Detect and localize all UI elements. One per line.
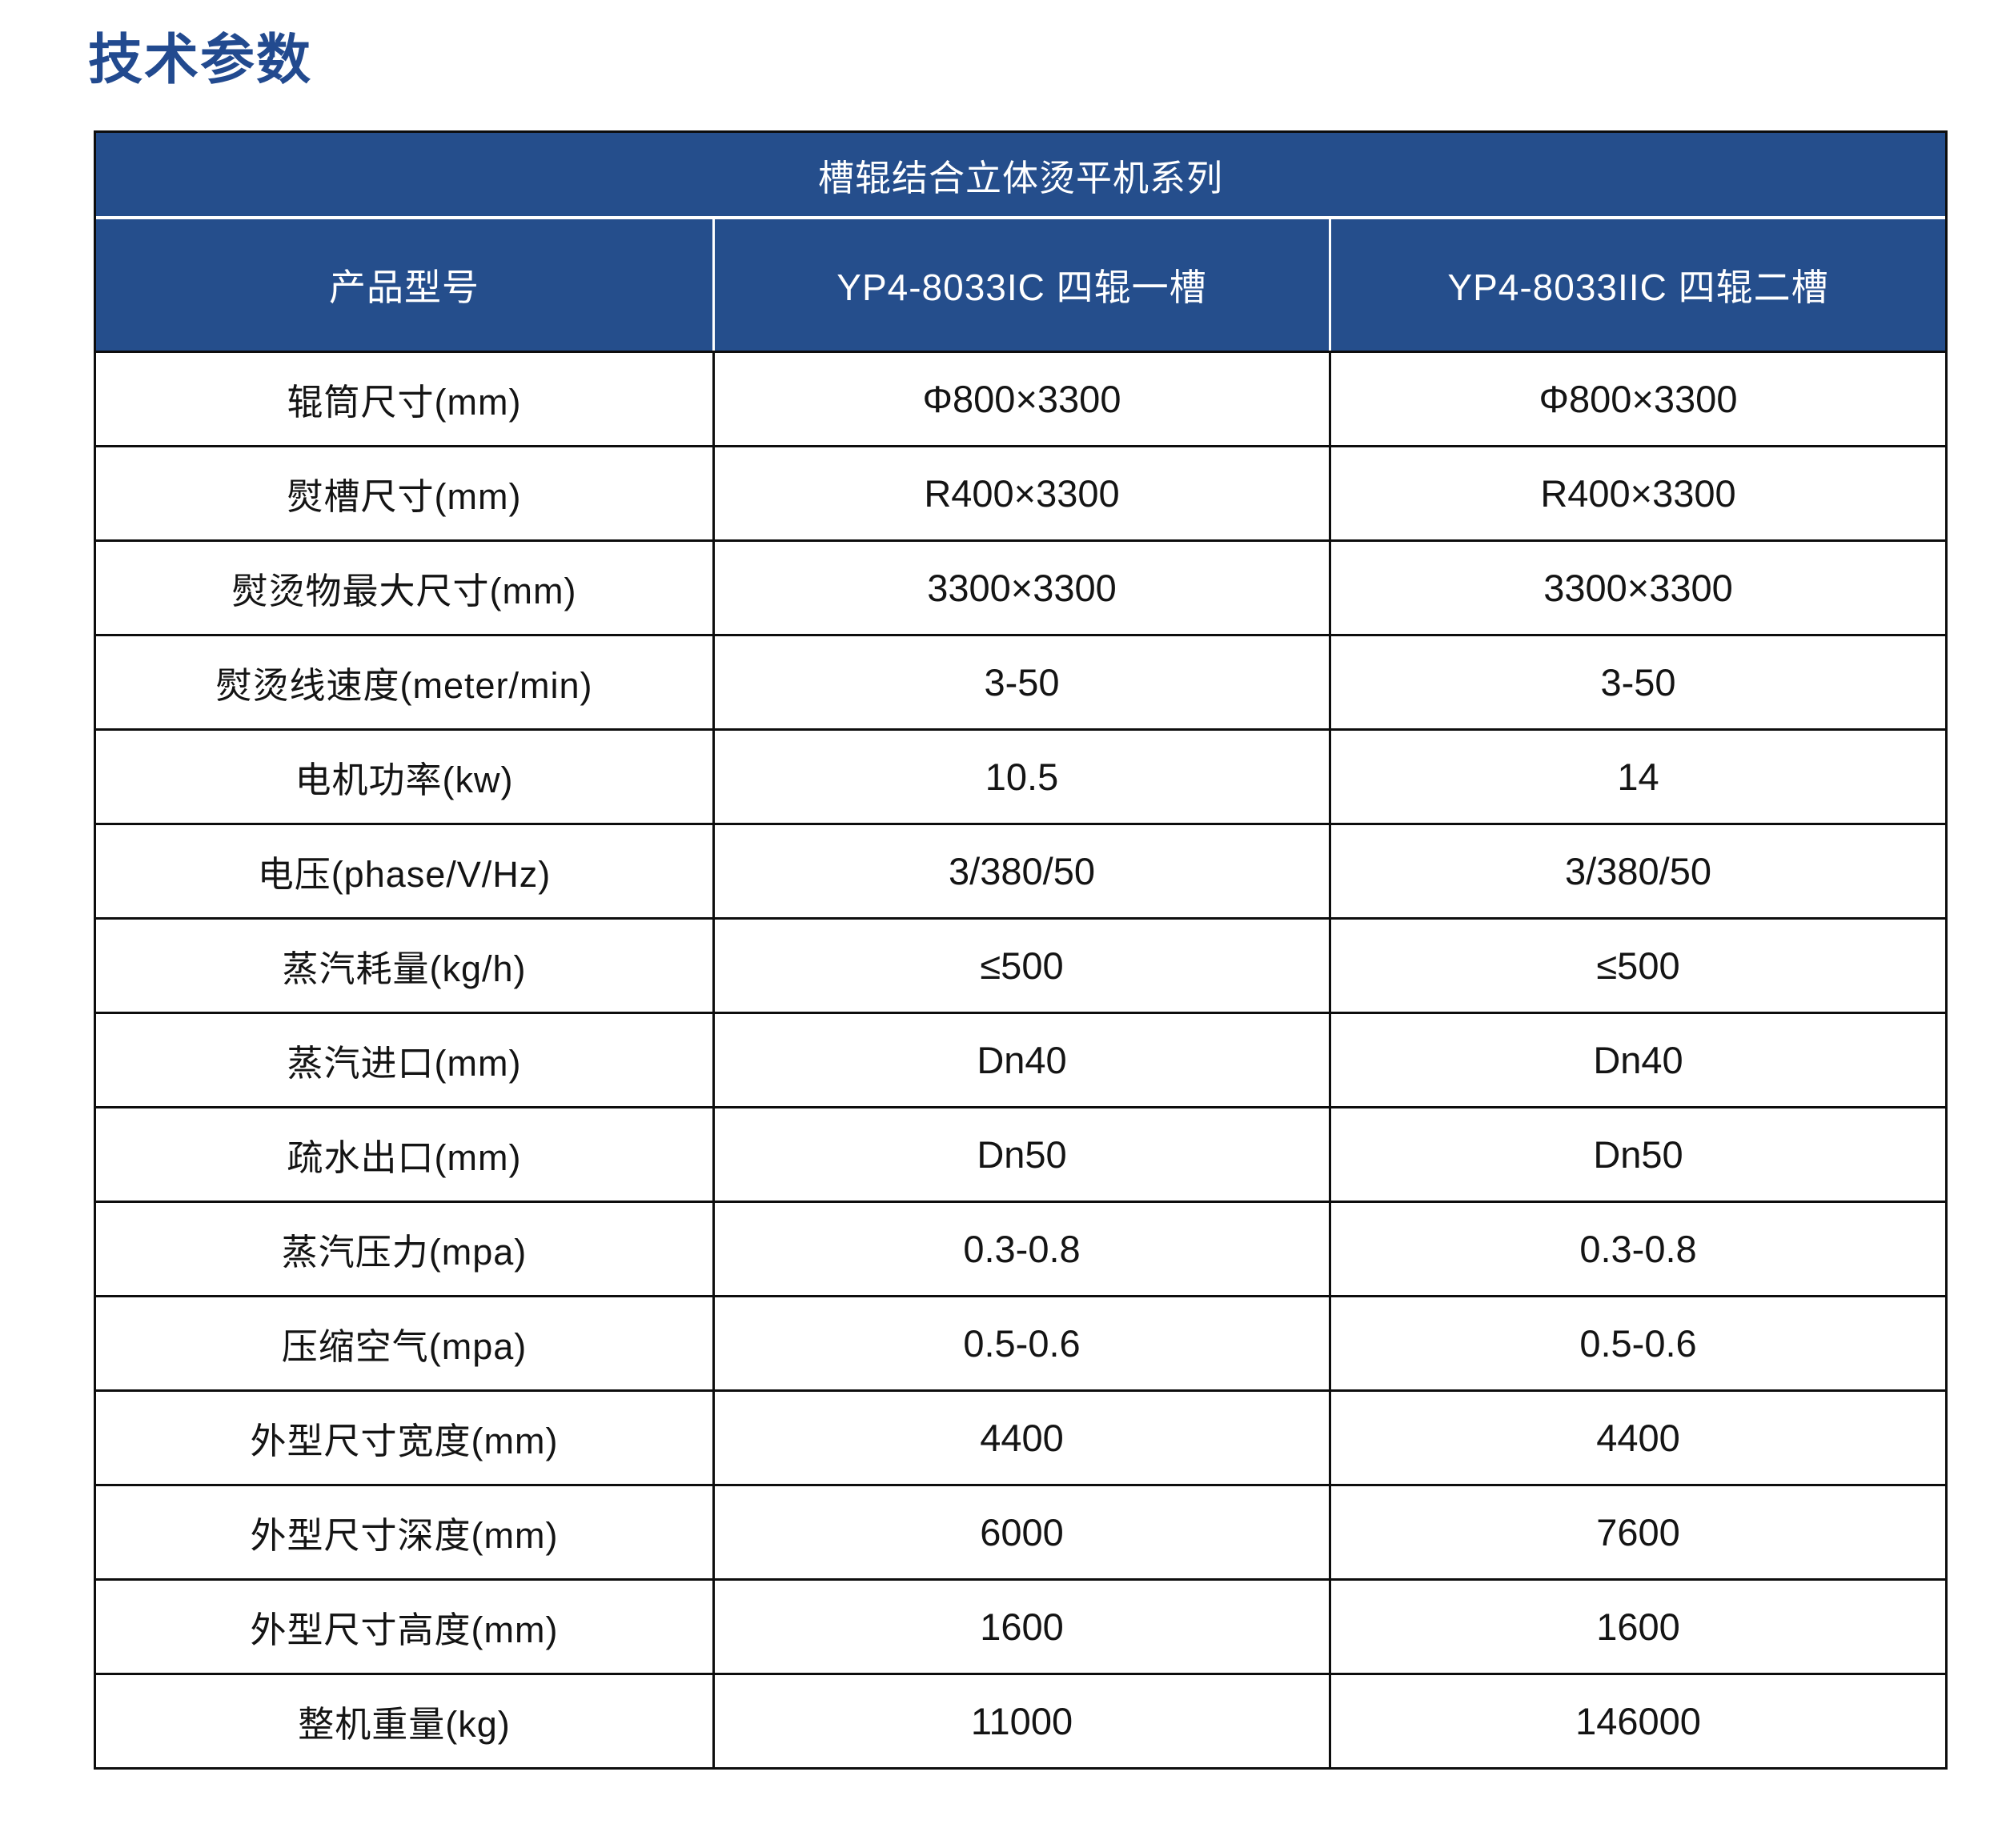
spec-value-model-1: Dn50	[712, 1108, 1329, 1201]
spec-value-model-2: 0.5-0.6	[1329, 1297, 1945, 1389]
table-row: 疏水出口(mm) Dn50 Dn50	[96, 1106, 1945, 1201]
spec-value-model-2: Dn40	[1329, 1014, 1945, 1106]
spec-label: 外型尺寸深度(mm)	[250, 1515, 559, 1556]
table-row: 蒸汽压力(mpa) 0.3-0.8 0.3-0.8	[96, 1201, 1945, 1295]
spec-value-model-2: ≤500	[1329, 920, 1945, 1012]
table-column-header-row: 产品型号 YP4-8033IC 四辊一槽 YP4-8033IIC 四辊二槽	[96, 219, 1945, 351]
spec-value-model-2: Φ800×3300	[1329, 353, 1945, 445]
spec-value-model-1: 0.5-0.6	[712, 1297, 1329, 1389]
spec-value-model-1: 0.3-0.8	[712, 1203, 1329, 1295]
spec-value-model-1: 11000	[712, 1675, 1329, 1767]
spec-label: 整机重量(kg)	[298, 1704, 511, 1745]
spec-value-model-1: 3300×3300	[712, 542, 1329, 634]
spec-label: 电机功率(kw)	[295, 760, 514, 800]
column-header-model-2: YP4-8033IIC 四辊二槽	[1329, 219, 1945, 351]
spec-value-model-1: 1600	[712, 1581, 1329, 1673]
spec-label: 熨烫物最大尺寸(mm)	[231, 571, 577, 611]
table-row: 外型尺寸宽度(mm) 4400 4400	[96, 1389, 1945, 1484]
column-header-product-model: 产品型号	[329, 267, 479, 308]
spec-label: 外型尺寸宽度(mm)	[250, 1421, 559, 1461]
spec-label: 疏水出口(mm)	[287, 1137, 522, 1178]
spec-value-model-1: 6000	[712, 1486, 1329, 1578]
table-row: 熨烫线速度(meter/min) 3-50 3-50	[96, 634, 1945, 728]
table-row: 整机重量(kg) 11000 146000	[96, 1673, 1945, 1767]
table-row: 蒸汽进口(mm) Dn40 Dn40	[96, 1012, 1945, 1106]
spec-table: 槽辊结合立体烫平机系列 产品型号 YP4-8033IC 四辊一槽 YP4-803…	[94, 130, 1948, 1770]
spec-label: 辊筒尺寸(mm)	[287, 382, 522, 423]
spec-value-model-1: 4400	[712, 1392, 1329, 1484]
spec-label: 蒸汽压力(mpa)	[281, 1232, 528, 1273]
spec-value-model-2: 7600	[1329, 1486, 1945, 1578]
spec-value-model-1: Φ800×3300	[712, 353, 1329, 445]
table-row: 外型尺寸深度(mm) 6000 7600	[96, 1484, 1945, 1578]
spec-label: 蒸汽耗量(kg/h)	[282, 948, 527, 989]
table-row: 电压(phase/V/Hz) 3/380/50 3/380/50	[96, 823, 1945, 917]
spec-value-model-1: R400×3300	[712, 447, 1329, 539]
spec-value-model-2: 0.3-0.8	[1329, 1203, 1945, 1295]
spec-value-model-2: 3300×3300	[1329, 542, 1945, 634]
spec-value-model-2: R400×3300	[1329, 447, 1945, 539]
spec-value-model-2: 146000	[1329, 1675, 1945, 1767]
spec-value-model-2: 3/380/50	[1329, 825, 1945, 917]
column-header-model-1: YP4-8033IC 四辊一槽	[712, 219, 1329, 351]
spec-label: 熨烫线速度(meter/min)	[215, 665, 593, 706]
table-row: 电机功率(kw) 10.5 14	[96, 728, 1945, 823]
spec-value-model-1: ≤500	[712, 920, 1329, 1012]
spec-value-model-1: 3-50	[712, 636, 1329, 728]
table-row: 辊筒尺寸(mm) Φ800×3300 Φ800×3300	[96, 351, 1945, 445]
table-row: 压缩空气(mpa) 0.5-0.6 0.5-0.6	[96, 1295, 1945, 1389]
spec-value-model-1: 3/380/50	[712, 825, 1329, 917]
spec-label: 熨槽尺寸(mm)	[287, 476, 522, 517]
spec-value-model-2: 3-50	[1329, 636, 1945, 728]
spec-value-model-2: Dn50	[1329, 1108, 1945, 1201]
spec-label: 电压(phase/V/Hz)	[257, 854, 552, 895]
table-series-header: 槽辊结合立体烫平机系列	[96, 133, 1945, 219]
table-row: 蒸汽耗量(kg/h) ≤500 ≤500	[96, 917, 1945, 1012]
spec-label: 蒸汽进口(mm)	[287, 1043, 522, 1084]
table-row: 熨槽尺寸(mm) R400×3300 R400×3300	[96, 445, 1945, 539]
spec-label: 外型尺寸高度(mm)	[250, 1609, 559, 1650]
spec-label: 压缩空气(mpa)	[281, 1326, 528, 1367]
spec-value-model-2: 1600	[1329, 1581, 1945, 1673]
spec-value-model-1: Dn40	[712, 1014, 1329, 1106]
spec-value-model-2: 14	[1329, 731, 1945, 823]
page-title: 技术参数	[88, 30, 313, 90]
spec-value-model-1: 10.5	[712, 731, 1329, 823]
table-row: 外型尺寸高度(mm) 1600 1600	[96, 1578, 1945, 1673]
table-body: 辊筒尺寸(mm) Φ800×3300 Φ800×3300 熨槽尺寸(mm) R4…	[96, 351, 1945, 1767]
table-row: 熨烫物最大尺寸(mm) 3300×3300 3300×3300	[96, 539, 1945, 634]
spec-value-model-2: 4400	[1329, 1392, 1945, 1484]
